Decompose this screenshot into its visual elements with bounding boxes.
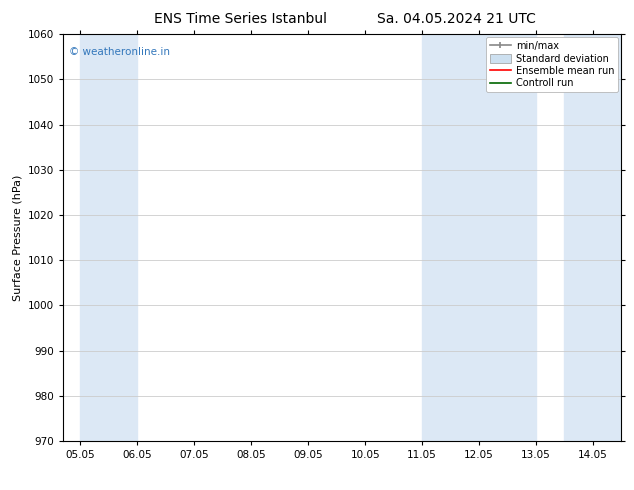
Bar — [81, 34, 138, 441]
Text: ENS Time Series Istanbul: ENS Time Series Istanbul — [155, 12, 327, 26]
Y-axis label: Surface Pressure (hPa): Surface Pressure (hPa) — [13, 174, 23, 301]
Legend: min/max, Standard deviation, Ensemble mean run, Controll run: min/max, Standard deviation, Ensemble me… — [486, 37, 618, 92]
Text: Sa. 04.05.2024 21 UTC: Sa. 04.05.2024 21 UTC — [377, 12, 536, 26]
Bar — [564, 34, 633, 441]
Text: © weatheronline.in: © weatheronline.in — [69, 47, 170, 56]
Bar — [422, 34, 536, 441]
